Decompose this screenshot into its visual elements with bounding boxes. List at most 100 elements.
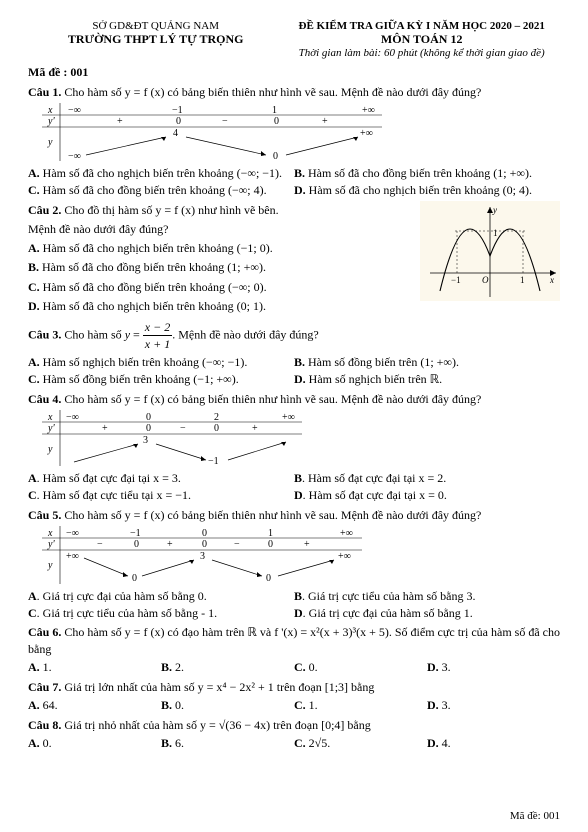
q4-label: Câu 4. (28, 392, 61, 406)
q4-c: C. Hàm số đạt cực tiểu tại x = −1. (28, 487, 294, 504)
q3-a: A. Hàm số nghịch biến trên khoảng (−∞; −… (28, 354, 294, 371)
q2-graph: O −1 1 y x 1 (420, 201, 560, 301)
svg-text:y: y (47, 444, 53, 455)
svg-text:+: + (322, 116, 328, 127)
q5-label: Câu 5. (28, 508, 61, 522)
footer-code: Mã đề: 001 (510, 810, 560, 822)
q8-a: A. 0. (28, 735, 161, 752)
svg-text:0: 0 (274, 116, 279, 127)
q7-label: Câu 7. (28, 680, 61, 694)
svg-text:x: x (47, 528, 53, 539)
q5-b: B. Giá trị cực tiểu của hàm số bằng 3. (294, 588, 560, 605)
q1-a: A. Hàm số đã cho nghịch biến trên khoảng… (28, 165, 294, 182)
svg-text:1: 1 (268, 528, 273, 539)
q5-d: D. Giá trị cực đại của hàm số bằng 1. (294, 605, 560, 622)
q3-opts: A. Hàm số nghịch biến trên khoảng (−∞; −… (28, 354, 560, 388)
svg-text:+∞: +∞ (282, 412, 295, 423)
q5: Câu 5. Cho hàm số y = f (x) có bảng biến… (28, 507, 560, 523)
q5-a: A. Giá trị cực đại của hàm số bằng 0. (28, 588, 294, 605)
svg-text:0: 0 (132, 573, 137, 584)
svg-text:0: 0 (202, 539, 207, 550)
exam-title: ĐỀ KIỂM TRA GIỮA KỲ I NĂM HỌC 2020 – 202… (283, 20, 560, 32)
q1: Câu 1. Cho hàm số y = f (x) có bảng biến… (28, 84, 560, 100)
q6-c: C. 0. (294, 659, 427, 676)
q6: Câu 6. Cho hàm số y = f (x) có đạo hàm t… (28, 624, 560, 656)
q3-c: C. Hàm số đồng biến trên khoảng (−1; +∞)… (28, 371, 294, 388)
q4-d: D. Hàm số đạt cực đại tại x = 0. (294, 487, 560, 504)
svg-text:−∞: −∞ (68, 151, 81, 161)
svg-text:3: 3 (200, 551, 205, 562)
q1-opts: A. Hàm số đã cho nghịch biến trên khoảng… (28, 165, 560, 199)
svg-text:y: y (47, 560, 53, 571)
svg-text:y: y (47, 137, 53, 148)
school: TRƯỜNG THPT LÝ TỰ TRỌNG (28, 32, 283, 47)
svg-text:0: 0 (268, 539, 273, 550)
q8-c: C. 2√5. (294, 735, 427, 752)
svg-text:0: 0 (266, 573, 271, 584)
q1-c: C. Hàm số đã cho đồng biến trên khoảng (… (28, 182, 294, 199)
svg-text:+: + (117, 116, 123, 127)
q6-a: A. 1. (28, 659, 161, 676)
svg-text:0: 0 (146, 412, 151, 423)
svg-text:−: − (234, 539, 240, 550)
header-right: ĐỀ KIỂM TRA GIỮA KỲ I NĂM HỌC 2020 – 202… (283, 20, 560, 59)
q3-d: D. Hàm số nghịch biến trên ℝ. (294, 371, 560, 388)
svg-text:y': y' (47, 539, 55, 550)
q2-label: Câu 2. (28, 203, 61, 217)
q8-text: Giá trị nhỏ nhất của hàm số y = √(36 − 4… (61, 718, 370, 732)
svg-text:−∞: −∞ (68, 105, 81, 116)
q4-table: x y' y −∞ 0 2 +∞ + 0 − 0 + 3 −1 (42, 410, 560, 466)
q1-d: D. Hàm số đã cho nghịch biến trên khoảng… (294, 182, 560, 199)
q7-c: C. 1. (294, 697, 427, 714)
q4-text: Cho hàm số y = f (x) có bảng biến thiên … (61, 392, 481, 406)
q1-b: B. Hàm số đã cho đồng biến trên khoảng (… (294, 165, 560, 182)
svg-text:0: 0 (134, 539, 139, 550)
svg-text:0: 0 (202, 528, 207, 539)
svg-text:−1: −1 (451, 275, 461, 285)
q8-b: B. 6. (161, 735, 294, 752)
svg-text:1: 1 (272, 105, 277, 116)
q8-opts: A. 0. B. 6. C. 2√5. D. 4. (28, 735, 560, 752)
svg-text:y': y' (47, 116, 55, 127)
svg-text:−: − (222, 116, 228, 127)
q6-b: B. 2. (161, 659, 294, 676)
svg-text:x: x (47, 105, 53, 116)
q3-label: Câu 3. (28, 327, 61, 341)
svg-text:−1: −1 (208, 456, 219, 466)
svg-text:−1: −1 (130, 528, 141, 539)
q8-d: D. 4. (427, 735, 560, 752)
q4: Câu 4. Cho hàm số y = f (x) có bảng biến… (28, 391, 560, 407)
q7-a: A. 64. (28, 697, 161, 714)
svg-text:0: 0 (214, 423, 219, 434)
svg-text:0: 0 (146, 423, 151, 434)
q1-label: Câu 1. (28, 85, 61, 99)
svg-text:−: − (97, 539, 103, 550)
q7-opts: A. 64. B. 0. C. 1. D. 3. (28, 697, 560, 714)
svg-text:+: + (252, 423, 258, 434)
svg-text:y': y' (47, 423, 55, 434)
svg-text:y: y (492, 205, 497, 215)
svg-text:+: + (102, 423, 108, 434)
q1-table: x y' y −∞ −1 1 +∞ + 0 − 0 + −∞ 4 0 +∞ (42, 103, 560, 161)
header-left: SỞ GD&ĐT QUẢNG NAM TRƯỜNG THPT LÝ TỰ TRỌ… (28, 20, 283, 59)
svg-text:x: x (47, 412, 53, 423)
q7-b: B. 0. (161, 697, 294, 714)
q6-opts: A. 1. B. 2. C. 0. D. 3. (28, 659, 560, 676)
q5-c: C. Giá trị cực tiểu của hàm số bằng - 1. (28, 605, 294, 622)
q7-d: D. 3. (427, 697, 560, 714)
q5-table: x y' y −∞ −1 0 1 +∞ − 0 + 0 − 0 + +∞ 0 3… (42, 526, 560, 584)
q3-formula: y = x − 2 x + 1 (125, 319, 173, 352)
svg-text:+∞: +∞ (338, 551, 351, 562)
q6-text: Cho hàm số y = f (x) có đạo hàm trên ℝ v… (28, 625, 560, 655)
q3: Câu 3. Cho hàm số y = x − 2 x + 1 . Mệnh… (28, 319, 560, 352)
q5-opts: A. Giá trị cực đại của hàm số bằng 0. B.… (28, 588, 560, 622)
q8: Câu 8. Giá trị nhỏ nhất của hàm số y = √… (28, 717, 560, 733)
header: SỞ GD&ĐT QUẢNG NAM TRƯỜNG THPT LÝ TỰ TRỌ… (28, 20, 560, 59)
svg-text:0: 0 (273, 151, 278, 161)
svg-text:+: + (167, 539, 173, 550)
q7-text: Giá trị lớn nhất của hàm số y = x⁴ − 2x²… (61, 680, 374, 694)
svg-text:4: 4 (173, 128, 178, 139)
svg-text:−1: −1 (172, 105, 183, 116)
svg-text:+: + (304, 539, 310, 550)
svg-text:+∞: +∞ (340, 528, 353, 539)
